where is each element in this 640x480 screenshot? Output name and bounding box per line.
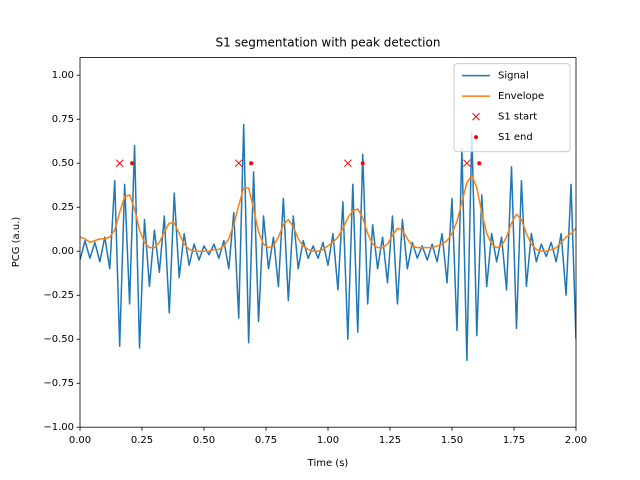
y-tick-label: 0.75	[52, 114, 74, 125]
y-axis-label: PCG (a.u.)	[11, 217, 22, 268]
x-axis-label: Time (s)	[307, 458, 349, 469]
y-tick-label: −0.50	[43, 334, 74, 345]
x-tick-label: 0.50	[193, 435, 215, 446]
legend-box	[453, 63, 571, 153]
end-marker	[130, 161, 135, 166]
y-tick-label: −0.25	[43, 290, 74, 301]
x-tick-label: 0.75	[255, 435, 277, 446]
legend-label: Signal	[498, 71, 529, 82]
y-tick-label: 0.00	[52, 246, 74, 257]
legend-label: S1 start	[498, 112, 537, 123]
x-tick-label: 1.50	[441, 435, 463, 446]
end-marker	[477, 161, 482, 166]
y-tick-label: −0.75	[43, 378, 74, 389]
series-line	[80, 174, 576, 252]
start-marker	[234, 159, 243, 168]
x-tick-label: 1.75	[503, 435, 525, 446]
x-tick-label: 0.00	[69, 435, 91, 446]
x-tick-label: 0.25	[131, 435, 153, 446]
plot-area	[80, 123, 576, 362]
legend-label: S1 end	[498, 132, 533, 143]
chart-title: S1 segmentation with peak detection	[216, 36, 441, 50]
legend-label: Envelope	[498, 91, 544, 102]
legend-swatch	[474, 135, 478, 140]
legend-swatch	[472, 112, 480, 121]
start-marker	[463, 159, 471, 168]
x-tick-label: 1.00	[317, 435, 339, 446]
end-marker	[360, 161, 365, 166]
y-tick-label: 0.25	[52, 202, 74, 213]
y-tick-label: −1.00	[43, 422, 74, 433]
y-tick-label: 0.50	[52, 158, 74, 169]
start-marker	[115, 159, 124, 168]
x-tick-label: 2.00	[565, 435, 587, 446]
start-marker	[343, 159, 352, 168]
axes-frame	[79, 57, 577, 428]
y-tick-label: 1.00	[52, 70, 74, 81]
end-marker	[249, 161, 254, 166]
x-tick-label: 1.25	[379, 435, 401, 446]
